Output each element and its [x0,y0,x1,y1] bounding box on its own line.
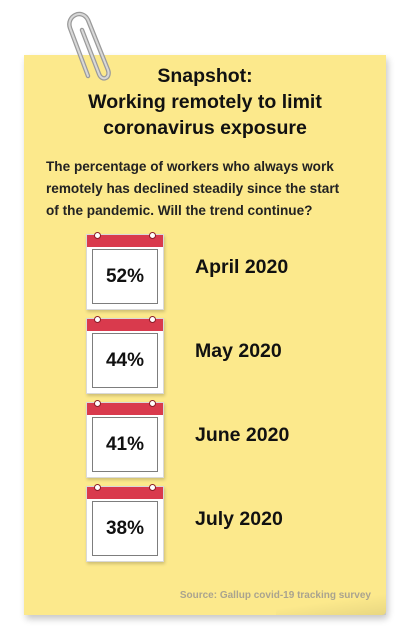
calendar-page: 41% [92,417,158,472]
data-row-july: 38% July 2020 [86,484,376,566]
calendar-ring [149,400,156,407]
month-label: July 2020 [195,508,283,530]
calendar-header [87,487,163,499]
percent-value: 52% [105,265,145,287]
page-title: Snapshot: Working remotely to limit coro… [24,63,386,141]
description-line: The percentage of workers who always wor… [46,159,334,174]
calendar-ring [149,232,156,239]
description-line: of the pandemic. Will the trend continue… [46,203,313,218]
data-row-april: 52% April 2020 [86,232,376,314]
percent-value: 38% [105,517,145,539]
month-label: May 2020 [195,340,282,362]
calendar-ring [94,316,101,323]
calendar-ring [94,400,101,407]
data-row-june: 41% June 2020 [86,400,376,482]
title-line: Working remotely to limit [88,91,322,113]
calendar-page: 52% [92,249,158,304]
calendar-header [87,319,163,331]
calendar-icon: 52% [86,232,164,310]
calendar-page: 38% [92,501,158,556]
calendar-ring [94,484,101,491]
calendar-icon: 41% [86,400,164,478]
sticky-note [24,55,386,615]
title-line: coronavirus exposure [103,117,307,139]
description-line: remotely has declined steadily since the… [46,181,340,196]
calendar-icon: 38% [86,484,164,562]
calendar-ring [94,232,101,239]
description: The percentage of workers who always wor… [46,156,366,222]
calendar-icon: 44% [86,316,164,394]
calendar-page: 44% [92,333,158,388]
calendar-header [87,235,163,247]
source-note: Source: Gallup covid-19 tracking survey [179,590,371,601]
calendar-header [87,403,163,415]
percent-value: 44% [105,349,145,371]
data-row-may: 44% May 2020 [86,316,376,398]
title-line: Snapshot: [157,65,253,87]
paperclip-icon [67,11,111,81]
calendar-ring [149,484,156,491]
month-label: June 2020 [195,424,290,446]
month-label: April 2020 [195,256,289,278]
percent-value: 41% [105,433,145,455]
calendar-ring [149,316,156,323]
